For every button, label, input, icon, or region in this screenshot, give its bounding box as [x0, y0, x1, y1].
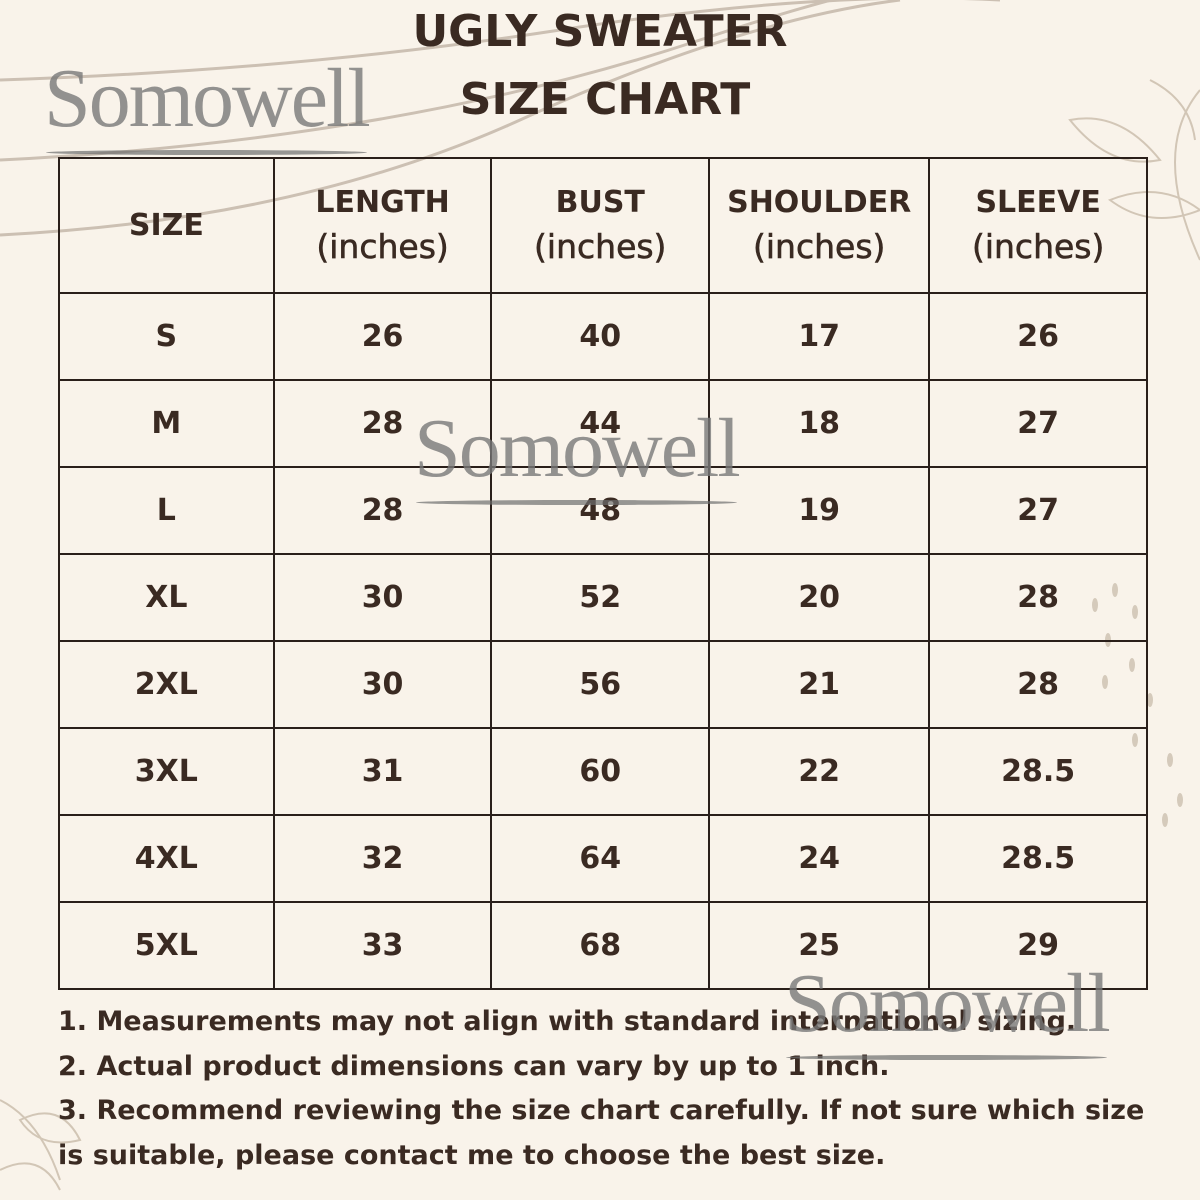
watermark-logo: Somowell: [414, 402, 741, 505]
cell-sleeve: 26: [928, 292, 1148, 381]
cell-size: 3XL: [58, 727, 275, 816]
cell-sleeve: 28: [928, 553, 1148, 642]
cell-size: XL: [58, 553, 275, 642]
cell-bust: 60: [490, 727, 711, 816]
header-sleeve: SLEEVE (inches): [928, 157, 1148, 294]
header-label: SHOULDER: [727, 184, 912, 220]
title-line-2: SIZE CHART: [459, 74, 751, 125]
table-row: S 26 40 17 26: [58, 292, 1148, 381]
cell-sleeve: 28.5: [928, 814, 1148, 903]
header-row: SIZE LENGTH (inches) BUST (inches) SHOULDE…: [58, 157, 1148, 294]
cell-length: 32: [272, 814, 493, 903]
cell-bust: 40: [490, 292, 711, 381]
note-2: 2. Actual product dimensions can vary by…: [58, 1050, 890, 1082]
cell-sleeve: 28.5: [928, 727, 1148, 816]
header-label: BUST: [555, 184, 645, 220]
cell-shoulder: 24: [708, 814, 931, 903]
header-length: LENGTH (inches): [272, 157, 493, 294]
header-unit: (inches): [534, 226, 667, 266]
cell-bust: 56: [490, 640, 711, 729]
cell-length: 31: [272, 727, 493, 816]
cell-bust: 48: [490, 466, 711, 555]
cell-sleeve: 29: [928, 901, 1148, 990]
cell-shoulder: 20: [708, 553, 931, 642]
note-1: 1. Measurements may not align with stand…: [58, 1006, 1077, 1037]
table-row: 3XL 31 60 22 28.5: [58, 727, 1148, 816]
header-size: SIZE: [58, 157, 275, 294]
cell-shoulder: 18: [708, 379, 931, 468]
cell-shoulder: 17: [708, 292, 931, 381]
header-bust: BUST (inches): [490, 157, 711, 294]
cell-bust: 64: [490, 814, 711, 903]
table-row: 5XL 33 68 25 29: [58, 901, 1148, 990]
cell-length: 26: [272, 292, 493, 381]
cell-sleeve: 27: [928, 466, 1148, 555]
header-label: SLEEVE: [975, 184, 1101, 220]
cell-length: 28: [272, 379, 493, 468]
header-unit: (inches): [753, 226, 886, 266]
cell-size: S: [58, 292, 275, 381]
cell-length: 30: [272, 640, 493, 729]
cell-size: M: [58, 379, 275, 468]
cell-bust: 68: [490, 901, 711, 990]
cell-length: 30: [272, 553, 493, 642]
cell-sleeve: 28: [928, 640, 1148, 729]
cell-shoulder: 25: [708, 901, 931, 990]
table-row: M 28 44 18 27: [58, 379, 1148, 468]
cell-bust: 44: [490, 379, 711, 468]
cell-size: 4XL: [58, 814, 275, 903]
title-line-1: UGLY SWEATER: [412, 6, 788, 57]
note-3: 3. Recommend reviewing the size chart ca…: [58, 1095, 1145, 1171]
watermark-logo: Somowell: [784, 957, 1111, 1060]
cell-length: 28: [272, 466, 493, 555]
watermark-logo: Somowell: [44, 52, 371, 155]
cell-bust: 52: [490, 553, 711, 642]
header-unit: (inches): [316, 226, 449, 266]
cell-size: L: [58, 466, 275, 555]
table-row: 2XL 30 56 21 28: [58, 640, 1148, 729]
header-shoulder: SHOULDER (inches): [708, 157, 931, 294]
table-row: L 28 48 19 27: [58, 466, 1148, 555]
notes: 1. Measurements may not align with stand…: [58, 1000, 1168, 1178]
cell-sleeve: 27: [928, 379, 1148, 468]
cell-size: 5XL: [58, 901, 275, 990]
cell-length: 33: [272, 901, 493, 990]
cell-shoulder: 22: [708, 727, 931, 816]
header-label: SIZE: [128, 207, 204, 243]
cell-shoulder: 21: [708, 640, 931, 729]
cell-size: 2XL: [58, 640, 275, 729]
cell-shoulder: 19: [708, 466, 931, 555]
table-row: 4XL 32 64 24 28.5: [58, 814, 1148, 903]
header-label: LENGTH: [315, 184, 450, 220]
header-unit: (inches): [971, 226, 1105, 266]
size-chart-table: SIZE LENGTH (inches) BUST (inches) SHOULDE…: [58, 157, 1148, 990]
table-row: XL 30 52 20 28: [58, 553, 1148, 642]
